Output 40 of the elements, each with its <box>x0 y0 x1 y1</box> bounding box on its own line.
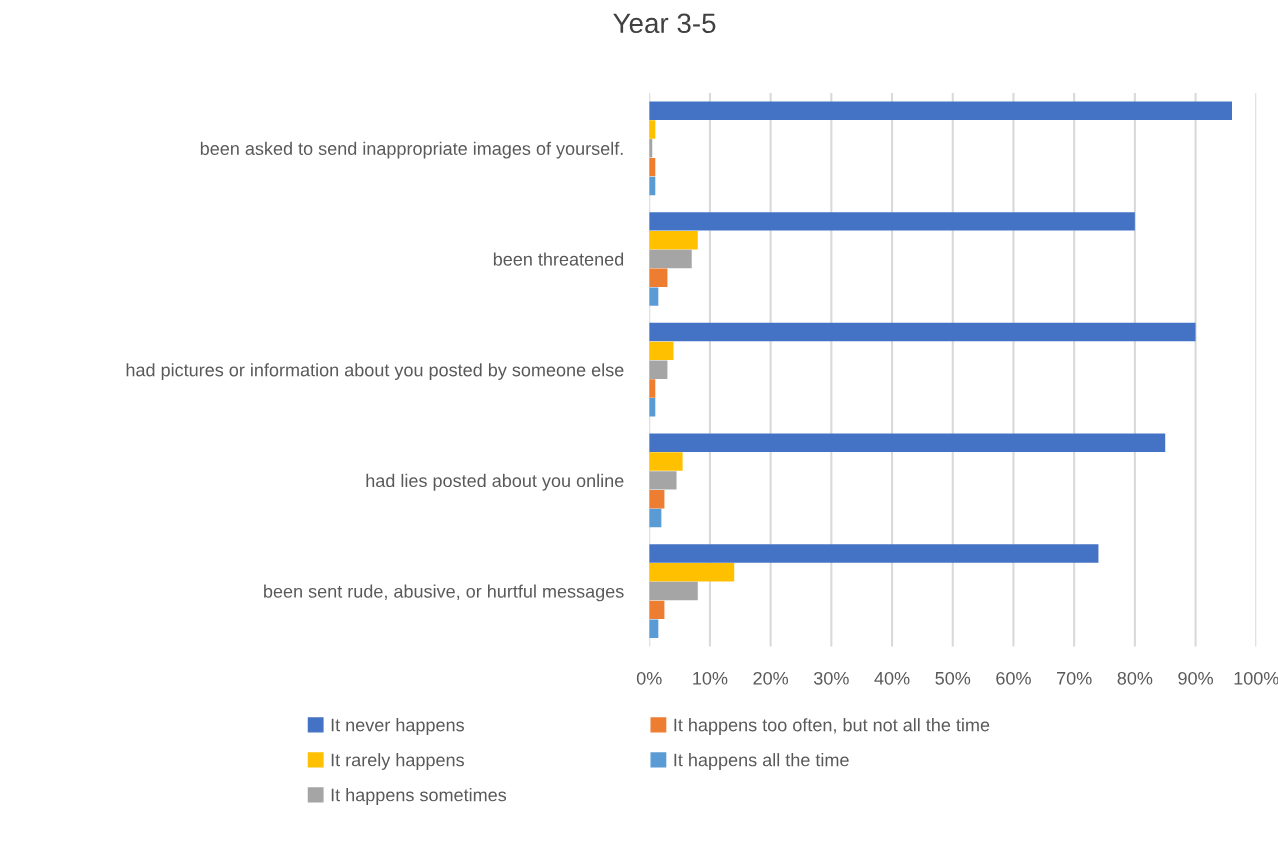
x-tick-label: 80% <box>1117 671 1153 685</box>
y-tick-label: had lies posted about you online <box>366 473 624 491</box>
bar <box>649 600 665 620</box>
x-tick-label: 60% <box>996 671 1031 685</box>
y-tick-label: had pictures or information about you posted by someone else <box>126 363 624 380</box>
bar <box>649 452 683 471</box>
bar <box>649 619 659 638</box>
x-tick-label: 20% <box>753 671 789 685</box>
bar <box>649 581 698 601</box>
y-tick-label: been asked to send inappropriate images of yourself. <box>200 141 623 159</box>
bar <box>649 268 668 288</box>
x-tick-label: 40% <box>874 671 910 685</box>
x-tick-label: 100% <box>1234 671 1278 685</box>
x-tick-label: 30% <box>813 671 849 685</box>
x-tick-label: 70% <box>1057 671 1092 685</box>
y-tick-label: been threatened <box>493 252 624 266</box>
bar <box>649 563 735 582</box>
bar <box>649 212 1135 231</box>
legend-label: It happens all the time <box>674 753 849 770</box>
bar <box>649 341 674 361</box>
x-tick-label: 90% <box>1178 671 1213 685</box>
bar <box>649 544 1099 563</box>
bar <box>649 322 1196 342</box>
x-tick-label: 0% <box>636 671 662 685</box>
legend-label: It happens sometimes <box>331 788 507 805</box>
legend-label: It rarely happens <box>331 753 464 770</box>
bar <box>649 433 1166 452</box>
bar <box>649 471 677 490</box>
legend-label: It happens too often, but not all the time <box>674 718 990 735</box>
bar <box>649 101 1232 120</box>
legend-label: It never happens <box>331 718 464 735</box>
bar <box>649 287 659 306</box>
chart-title: Year 3-5 <box>613 13 716 34</box>
x-tick-label: 10% <box>693 671 728 685</box>
bar <box>649 360 668 379</box>
bar <box>649 489 665 509</box>
y-tick-label: been sent rude, abusive, or hurtful messages <box>264 584 624 602</box>
bar <box>649 249 692 269</box>
x-tick-label: 50% <box>935 671 971 685</box>
bar <box>649 230 698 250</box>
